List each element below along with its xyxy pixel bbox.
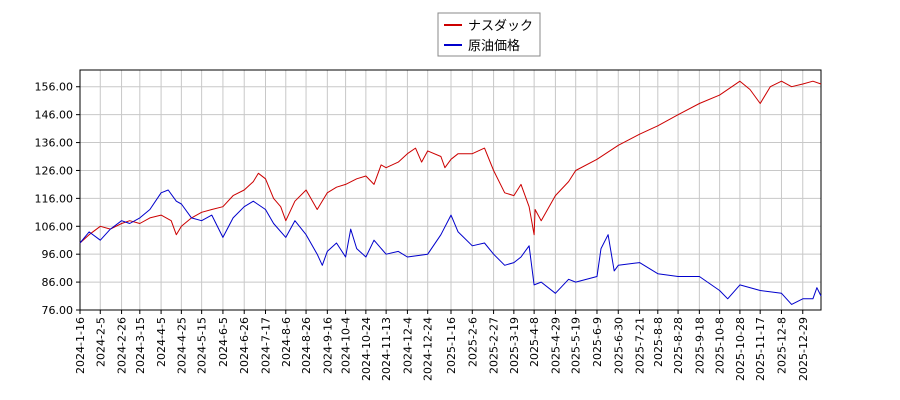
x-tick-label: 2024-12-4 bbox=[401, 317, 414, 374]
legend-label: ナスダック bbox=[468, 19, 533, 34]
series-line-2 bbox=[79, 189, 822, 305]
x-tick-label: 2025-6-9 bbox=[591, 317, 604, 367]
y-axis: 76.00 86.00 96.00 106.00 116.00 126.00 136.00 1… bbox=[35, 81, 80, 317]
x-tick-label: 2024-4-5 bbox=[155, 317, 168, 367]
y-tick-label: 76.00 bbox=[42, 304, 74, 317]
x-tick-label: 2024-7-17 bbox=[260, 317, 273, 374]
x-tick-label: 2024-3-15 bbox=[134, 317, 147, 374]
x-tick-label: 2025-1-16 bbox=[445, 317, 458, 374]
legend-label: 原油価格 bbox=[468, 38, 520, 54]
x-tick-label: 2024-5-15 bbox=[196, 317, 209, 374]
x-tick-label: 2025-10-8 bbox=[714, 317, 727, 374]
grid-lines bbox=[79, 70, 821, 311]
x-tick-label: 2025-4-8 bbox=[528, 317, 541, 367]
x-tick-label: 2025-10-28 bbox=[734, 317, 747, 381]
x-tick-label: 2025-8-8 bbox=[652, 317, 665, 367]
x-tick-label: 2025-11-17 bbox=[754, 317, 767, 381]
x-tick-label: 2024-1-16 bbox=[74, 317, 87, 374]
x-tick-label: 2025-12-29 bbox=[797, 317, 810, 381]
x-tick-label: 2024-8-6 bbox=[280, 317, 293, 367]
x-tick-label: 2025-8-28 bbox=[672, 317, 685, 374]
x-tick-label: 2024-6-5 bbox=[217, 317, 230, 367]
x-tick-label: 2025-7-21 bbox=[634, 317, 647, 374]
x-tick-label: 2025-2-27 bbox=[488, 317, 501, 374]
y-tick-label: 156.00 bbox=[35, 81, 74, 94]
x-tick-label: 2025-4-29 bbox=[549, 317, 562, 374]
series-lines bbox=[79, 80, 822, 305]
legend-box bbox=[437, 12, 541, 57]
y-tick-label: 136.00 bbox=[35, 137, 74, 150]
y-tick-label: 106.00 bbox=[35, 220, 74, 233]
x-tick-label: 2024-10-24 bbox=[360, 317, 373, 381]
x-axis: 2024-1-16 2024-2-5 2024-2-26 2024-3-15 2024-… bbox=[74, 310, 810, 381]
series-line-1 bbox=[79, 80, 822, 244]
x-tick-label: 2025-5-19 bbox=[570, 317, 583, 374]
x-tick-label: 2024-4-25 bbox=[175, 317, 188, 374]
x-tick-label: 2024-12-24 bbox=[422, 317, 435, 381]
x-tick-label: 2024-8-26 bbox=[300, 317, 313, 374]
y-tick-label: 146.00 bbox=[35, 109, 74, 122]
x-tick-label: 2024-10-4 bbox=[340, 317, 353, 374]
y-tick-label: 126.00 bbox=[35, 164, 74, 177]
x-tick-label: 2025-9-18 bbox=[693, 317, 706, 374]
x-tick-label: 2025-12-8 bbox=[775, 317, 788, 374]
x-tick-label: 2024-6-26 bbox=[238, 317, 251, 374]
y-tick-label: 86.00 bbox=[42, 276, 74, 289]
x-tick-label: 2024-11-13 bbox=[380, 317, 393, 381]
x-tick-label: 2024-2-26 bbox=[116, 317, 129, 374]
x-tick-label: 2025-3-19 bbox=[508, 317, 521, 374]
x-tick-label: 2025-2-6 bbox=[466, 317, 479, 367]
y-tick-label: 96.00 bbox=[42, 248, 74, 261]
x-tick-label: 2025-6-30 bbox=[612, 317, 625, 374]
x-tick-label: 2024-9-16 bbox=[321, 317, 334, 374]
plot-area bbox=[79, 69, 822, 311]
x-tick-label: 2024-2-5 bbox=[94, 317, 107, 367]
y-tick-label: 116.00 bbox=[35, 192, 74, 205]
